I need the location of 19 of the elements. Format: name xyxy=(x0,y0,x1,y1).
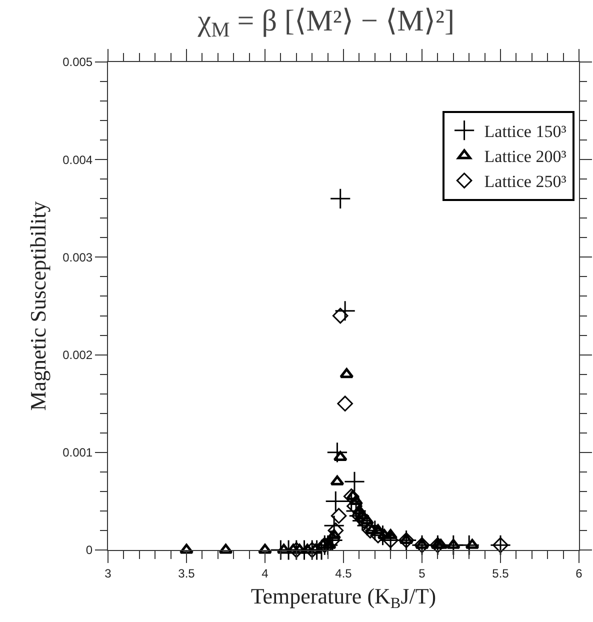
x-tick-label: 4.5 xyxy=(335,566,352,580)
x-axis-title: Temperature (K$_{B}$J/T) xyxy=(250,583,436,612)
y-tick-label: 0.004 xyxy=(62,152,93,167)
legend-label: Lattice 150³ xyxy=(484,122,566,141)
chart-title: χ$_{M}$ = β [⟨M²⟩ − ⟨M⟩²] xyxy=(196,4,455,42)
x-tick-label: 5 xyxy=(418,566,426,580)
y-tick-label: 0.005 xyxy=(62,55,93,70)
y-tick-label: 0 xyxy=(86,543,93,558)
x-tick-label: 6 xyxy=(576,566,583,580)
x-tick-label: 3 xyxy=(104,566,112,580)
y-tick-label: 0.002 xyxy=(62,348,93,362)
y-tick-label: 0.001 xyxy=(62,446,93,460)
legend-label: Lattice 250³ xyxy=(484,172,566,192)
x-tick-label: 4 xyxy=(262,566,269,580)
x-tick-label: 5.5 xyxy=(492,566,510,580)
y-tick-label: 0.003 xyxy=(62,250,93,264)
y-axis-title: Magnetic Susceptibility xyxy=(25,201,50,411)
x-tick-label: 3.5 xyxy=(178,566,196,580)
legend-label: Lattice 200³ xyxy=(484,147,566,166)
